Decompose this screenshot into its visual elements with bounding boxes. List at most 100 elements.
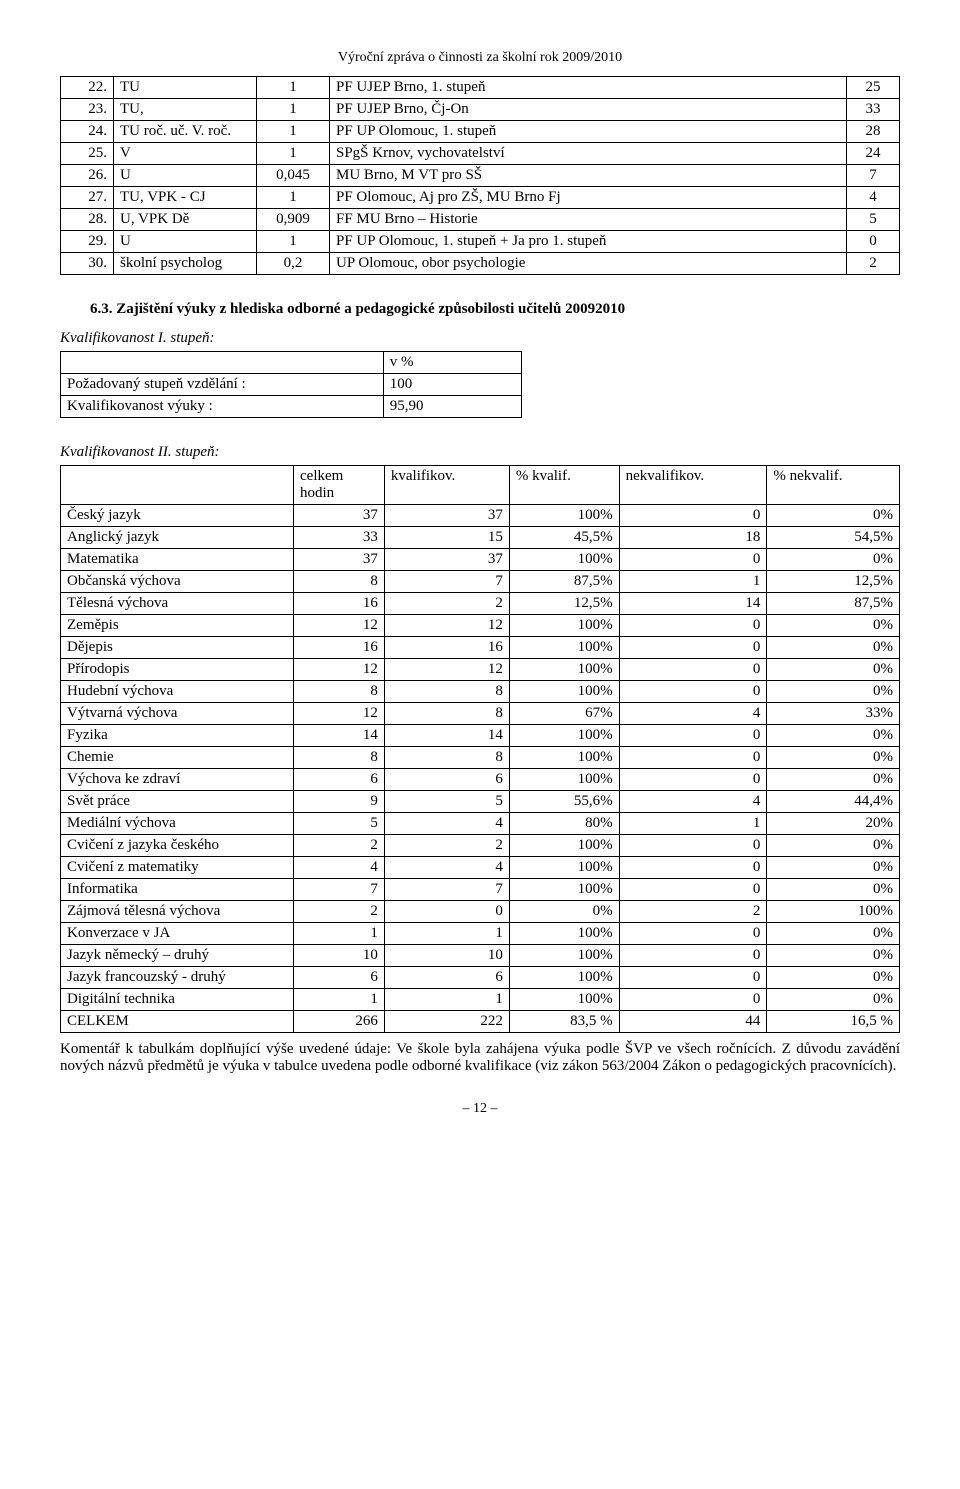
cell: 24	[847, 143, 900, 165]
cell: 12	[294, 659, 385, 681]
cell: 4	[384, 813, 509, 835]
cell: 100	[383, 374, 521, 396]
table-row: Zájmová tělesná výchova200%2100%	[61, 901, 900, 923]
cell: 0	[619, 659, 767, 681]
cell: 0	[384, 901, 509, 923]
cell: 0%	[767, 681, 900, 703]
cell: PF UP Olomouc, 1. stupeň	[330, 121, 847, 143]
cell: 0	[619, 549, 767, 571]
table-row: Český jazyk3737100%00%	[61, 505, 900, 527]
cell: 6	[294, 769, 385, 791]
table-row: 28.U, VPK Dě0,909FF MU Brno – Historie5	[61, 209, 900, 231]
cell: PF UP Olomouc, 1. stupeň + Ja pro 1. stu…	[330, 231, 847, 253]
cell: Fyzika	[61, 725, 294, 747]
table-row: CELKEM26622283,5 %4416,5 %	[61, 1011, 900, 1033]
cell: Mediální výchova	[61, 813, 294, 835]
cell: Výchova ke zdraví	[61, 769, 294, 791]
table-row: Matematika3737100%00%	[61, 549, 900, 571]
cell: 0	[619, 989, 767, 1011]
cell: 222	[384, 1011, 509, 1033]
cell: 100%	[509, 835, 619, 857]
cell: 100%	[509, 725, 619, 747]
cell: 28	[847, 121, 900, 143]
table-row: Konverzace v JA11100%00%	[61, 923, 900, 945]
cell: 4	[619, 791, 767, 813]
cell: 0%	[767, 945, 900, 967]
cell: 0	[619, 615, 767, 637]
cell: 29.	[61, 231, 114, 253]
cell: 1	[384, 923, 509, 945]
cell: 2	[294, 901, 385, 923]
cell: 0,909	[257, 209, 330, 231]
col-header: nekvalifikov.	[619, 466, 767, 505]
cell: 14	[294, 725, 385, 747]
cell: 2	[384, 593, 509, 615]
cell: 1	[257, 143, 330, 165]
cell: 16,5 %	[767, 1011, 900, 1033]
cell: 0%	[767, 637, 900, 659]
table-row: 24.TU roč. uč. V. roč.1PF UP Olomouc, 1.…	[61, 121, 900, 143]
cell: Konverzace v JA	[61, 923, 294, 945]
cell: 8	[294, 681, 385, 703]
cell: Přírodopis	[61, 659, 294, 681]
cell: 14	[384, 725, 509, 747]
cell: 44,4%	[767, 791, 900, 813]
cell: 100%	[509, 967, 619, 989]
cell: 0	[619, 769, 767, 791]
table-row: Kvalifikovanost výuky :95,90	[61, 396, 522, 418]
col-header	[61, 466, 294, 505]
table-row: Výtvarná výchova12867%433%	[61, 703, 900, 725]
cell: 12	[384, 615, 509, 637]
cell: 7	[384, 879, 509, 901]
col-header: celkemhodin	[294, 466, 385, 505]
cell: 33	[294, 527, 385, 549]
table-row: Informatika77100%00%	[61, 879, 900, 901]
cell: 0%	[767, 769, 900, 791]
cell: 95,90	[383, 396, 521, 418]
cell: 100%	[509, 769, 619, 791]
cell: PF UJEP Brno, 1. stupeň	[330, 77, 847, 99]
cell: Chemie	[61, 747, 294, 769]
cell: 37	[384, 549, 509, 571]
cell: 15	[384, 527, 509, 549]
cell: 100%	[509, 615, 619, 637]
cell: 2	[619, 901, 767, 923]
cell: 2	[384, 835, 509, 857]
cell: 1	[619, 813, 767, 835]
cell: U, VPK Dě	[114, 209, 257, 231]
cell: 16	[294, 637, 385, 659]
cell: 25.	[61, 143, 114, 165]
cell: 80%	[509, 813, 619, 835]
cell: 10	[384, 945, 509, 967]
cell: 26.	[61, 165, 114, 187]
table-row: Jazyk francouzský - druhý66100%00%	[61, 967, 900, 989]
cell: 7	[294, 879, 385, 901]
cell: 2	[294, 835, 385, 857]
cell: 0	[847, 231, 900, 253]
cell: 0	[619, 505, 767, 527]
cell: 1	[257, 77, 330, 99]
cell: 55,6%	[509, 791, 619, 813]
cell: V	[114, 143, 257, 165]
cell: 6	[294, 967, 385, 989]
cell: Požadovaný stupeň vzdělání :	[61, 374, 384, 396]
cell: školní psycholog	[114, 253, 257, 275]
col-header: % kvalif.	[509, 466, 619, 505]
cell: Zájmová tělesná výchova	[61, 901, 294, 923]
cell: CELKEM	[61, 1011, 294, 1033]
cell: 33%	[767, 703, 900, 725]
table-row: 25.V1SPgŠ Krnov, vychovatelství24	[61, 143, 900, 165]
cell: 0	[619, 681, 767, 703]
kval1-pct-header: v %	[383, 352, 521, 374]
cell: 1	[619, 571, 767, 593]
table-row: Digitální technika11100%00%	[61, 989, 900, 1011]
cell: 1	[257, 231, 330, 253]
kval2-caption: Kvalifikovanost II. stupeň:	[60, 444, 900, 461]
cell: Cvičení z matematiky	[61, 857, 294, 879]
cell: PF Olomouc, Aj pro ZŠ, MU Brno Fj	[330, 187, 847, 209]
table-row: Jazyk německý – druhý1010100%00%	[61, 945, 900, 967]
cell: 6	[384, 769, 509, 791]
cell: 8	[294, 571, 385, 593]
table-row: Mediální výchova5480%120%	[61, 813, 900, 835]
cell: PF UJEP Brno, Čj-On	[330, 99, 847, 121]
